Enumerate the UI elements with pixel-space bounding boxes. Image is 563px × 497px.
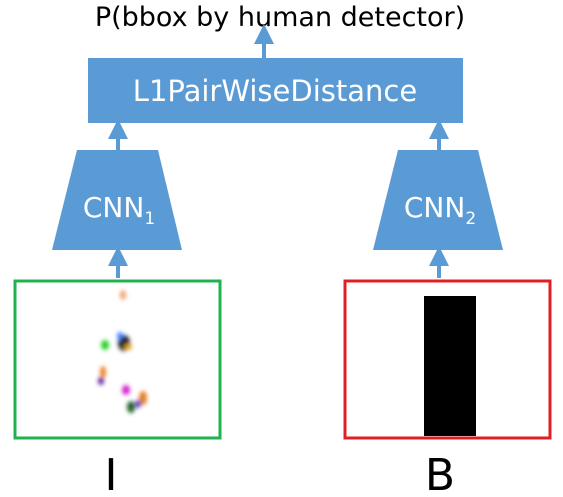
output-label: P(bbox by human detector): [95, 2, 465, 33]
cnn-right-label: CNN2: [404, 191, 476, 229]
cnn-right-block: [373, 150, 503, 250]
cnn-left-block: [52, 150, 182, 250]
input-label-b: B: [425, 450, 455, 497]
cnn-right-base: CNN: [404, 191, 465, 224]
bbox-mask: [424, 296, 476, 436]
distance-box-label: L1PairWiseDistance: [133, 74, 417, 108]
input-label-i: I: [105, 450, 118, 497]
cnn-left-base: CNN: [83, 191, 144, 224]
cnn-right-sub: 2: [465, 209, 476, 229]
input-image-i: [13, 279, 222, 440]
cnn-left-label: CNN1: [83, 191, 155, 229]
pose-heatmap-blobs: [98, 290, 147, 413]
distance-box: [88, 58, 463, 123]
cnn-left-sub: 1: [144, 209, 155, 229]
